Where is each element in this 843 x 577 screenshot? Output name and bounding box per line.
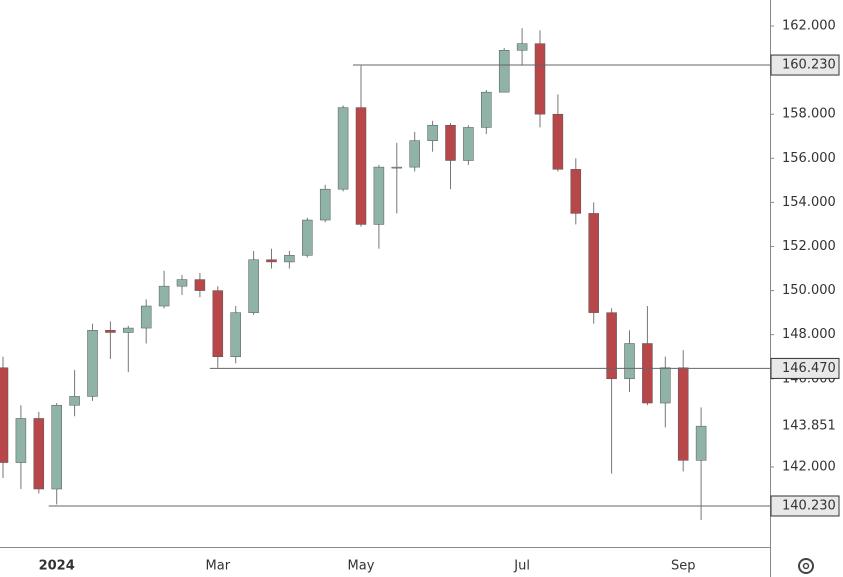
candle-body <box>230 312 241 357</box>
y-tick-label: 152.000 <box>782 239 836 254</box>
candle-body <box>445 124 456 161</box>
candle-body <box>498 50 510 93</box>
candle-body <box>266 259 277 263</box>
gear-inner <box>802 562 810 570</box>
candle-body <box>194 279 206 291</box>
candle-body <box>427 124 438 141</box>
candle-body <box>624 343 635 380</box>
candle-body <box>176 279 188 287</box>
candle-body <box>642 343 653 404</box>
x-tick-label: 2024 <box>39 559 75 574</box>
candle-body <box>248 259 259 313</box>
candle-body <box>409 140 420 168</box>
candle-body <box>463 127 474 161</box>
y-tick-label: 142.000 <box>782 459 836 474</box>
level-label: 146.470 <box>782 361 836 376</box>
gear-outer <box>798 558 814 574</box>
candle-body <box>695 425 707 461</box>
candle-body <box>516 43 528 51</box>
y-tick-label: 154.000 <box>782 195 836 210</box>
level-label-box <box>770 495 840 517</box>
y-tick-label: 156.000 <box>782 151 836 166</box>
candle-body <box>588 213 599 313</box>
candle-body <box>660 367 671 404</box>
y-tick-label: 150.000 <box>782 283 836 298</box>
candle-body <box>284 255 295 263</box>
x-tick-label: May <box>348 559 375 574</box>
candle-body <box>319 188 331 221</box>
candle-body <box>15 418 27 463</box>
candle-body <box>140 305 152 329</box>
candle-body <box>0 367 9 463</box>
candle-body <box>552 113 564 170</box>
settings-icon[interactable] <box>798 558 814 574</box>
candle-body <box>337 107 349 190</box>
x-tick-label: Jul <box>513 559 530 574</box>
candle-body <box>481 91 492 128</box>
last-price-label: 143.851 <box>782 419 836 434</box>
y-tick-label: 158.000 <box>782 107 836 122</box>
y-tick-label: 162.000 <box>782 19 836 34</box>
level-label-box <box>770 357 840 379</box>
candle-body <box>302 219 313 256</box>
candle-body <box>570 169 582 214</box>
candle-body <box>123 327 134 333</box>
candle-body <box>534 43 546 115</box>
y-tick-label: 148.000 <box>782 327 836 342</box>
candle-body <box>69 396 80 406</box>
candle-body <box>373 166 385 225</box>
candle-body <box>212 290 224 357</box>
candle-body <box>355 107 367 225</box>
candle-body <box>677 367 689 461</box>
level-label-box <box>770 54 840 76</box>
level-label: 140.230 <box>782 498 836 513</box>
candle-body <box>33 418 45 490</box>
candle-body <box>391 166 403 169</box>
x-tick-label: Sep <box>671 559 696 574</box>
candle-body <box>51 404 62 490</box>
candle-body <box>105 330 116 333</box>
candle-body <box>606 312 617 380</box>
candle-body <box>158 285 170 307</box>
x-tick-label: Mar <box>206 559 231 574</box>
candle-body <box>87 330 98 397</box>
level-label: 160.230 <box>782 58 836 73</box>
